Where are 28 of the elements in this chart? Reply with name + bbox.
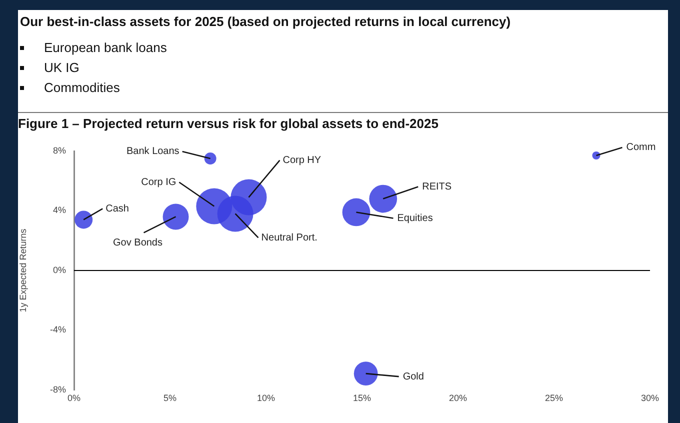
x-tick-label: 30% (640, 392, 660, 403)
text: Corp HY (282, 155, 322, 166)
text: Corp IG (141, 177, 176, 188)
text: Bank Loans (126, 146, 180, 158)
y-tick-label: 0% (52, 264, 66, 275)
text: European bank loans (43, 39, 167, 57)
text: Equities (397, 212, 433, 224)
text: UK IG (43, 59, 80, 77)
text: Comm (626, 142, 656, 154)
series-label: Cash (106, 203, 129, 214)
text: Gold (402, 371, 424, 382)
series-label: Neutral Port. (261, 232, 318, 244)
y-tick-label: -4% (50, 324, 66, 335)
x-tick-label: 10% (256, 392, 276, 403)
x-tick-label: 5% (163, 392, 177, 403)
x-tick-label: 20% (448, 392, 468, 403)
y-tick-label: -8% (50, 384, 66, 394)
x-tick-label: 15% (352, 392, 372, 403)
x-tick-label: 25% (544, 392, 564, 403)
chart-title: Our best-in-class assets for 2025 (based on projected returns in local currency) (20, 14, 511, 29)
y-axis-title: 1y Expected Returns (18, 228, 28, 312)
y-tick-label: 4% (52, 205, 66, 216)
text: Commodities (43, 79, 121, 97)
series-label: Gov Bonds (113, 237, 162, 248)
text: REITS (422, 182, 452, 193)
x-tick-label: 0% (67, 392, 81, 403)
y-tick-label: 8% (52, 145, 66, 156)
chart-subtitle: Figure 1 – Projected return versus risk for global assets to end-2025 (18, 112, 668, 131)
